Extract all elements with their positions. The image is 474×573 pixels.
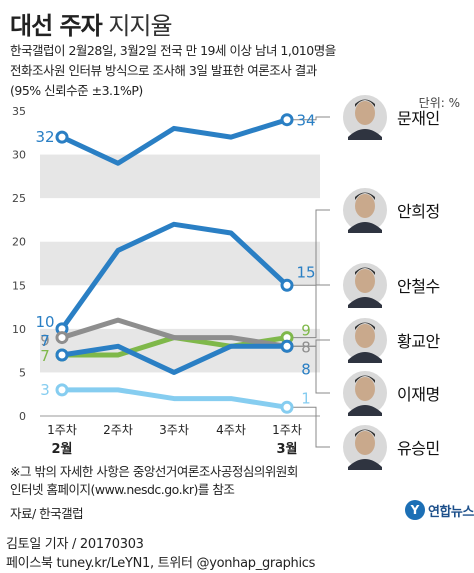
portrait-hair-icon (355, 99, 375, 107)
y-tick-label: 5 (19, 366, 26, 379)
yonhap-logo: Y 연합뉴스 (405, 500, 474, 520)
source-label: 자료/ 한국갤럽 (10, 506, 84, 521)
connector-line (293, 209, 330, 286)
x-tick-label: 2주차 (103, 423, 133, 437)
author-credit: 김토일 기자 / 20170303 (6, 537, 144, 552)
series-line (59, 317, 290, 349)
subtitle-line-1: 한국갤럽이 2월28일, 3월2일 전국 만 19세 이상 남녀 1,010명을 (10, 43, 336, 58)
series-end-value: 34 (296, 112, 315, 130)
page-title: 대선 주자 지지율 (10, 6, 173, 41)
yonhap-logo-icon: Y (405, 500, 425, 520)
portrait-suit-icon (348, 222, 382, 233)
month-label: 2월 (51, 441, 72, 457)
y-tick-label: 30 (12, 149, 26, 162)
y-tick-label: 35 (12, 105, 26, 118)
portrait-face-icon (355, 101, 375, 125)
grid-band (40, 154, 320, 199)
grid-band (40, 241, 320, 286)
portrait-face-icon (355, 194, 375, 218)
portrait-suit-icon (348, 129, 382, 140)
x-tick-label: 3주차 (159, 423, 189, 437)
connector-line (293, 406, 330, 448)
series-end-marker (280, 400, 294, 414)
series-line (59, 221, 290, 332)
portrait-suit-icon (348, 297, 382, 308)
yonhap-logo-text: 연합뉴스 (428, 504, 474, 520)
connector-line (293, 116, 330, 121)
title-main: 대선 주자 (10, 12, 103, 40)
series-line (59, 343, 290, 375)
subtitle-line-3: (95% 신뢰수준 ±3.1%P) (10, 83, 143, 98)
series-start-marker (55, 348, 69, 362)
portrait-suit-icon (348, 459, 382, 470)
series-start-marker (55, 331, 69, 345)
portrait-suit-icon (348, 405, 382, 416)
portrait-suit-icon (348, 352, 382, 363)
series-end-value: 9 (301, 322, 311, 340)
x-tick-label: 1주차 (47, 423, 77, 437)
subtitle-line-2: 전화조사원 인터뷰 방식으로 조사해 3일 발표한 여론조사 결과 (10, 63, 317, 78)
portrait-face-icon (355, 269, 375, 293)
month-label: 3월 (276, 441, 297, 457)
portrait-hair-icon (355, 375, 375, 383)
series-start-value: 32 (35, 128, 54, 146)
y-tick-label: 10 (12, 323, 26, 336)
candidate-name: 황교안 (397, 332, 440, 351)
footnote-line-1: ※그 밖의 자세한 사항은 중앙선거여론조사공정심의위원회 (10, 464, 298, 479)
connector-line (293, 284, 330, 339)
candidate-name: 안희정 (397, 202, 440, 221)
series-end-marker (280, 113, 294, 127)
portrait-face-icon (355, 431, 375, 455)
x-tick-label: 4주차 (216, 423, 246, 437)
candidate-name: 문재인 (397, 109, 440, 128)
portrait-face-icon (355, 324, 375, 348)
y-tick-label: 0 (19, 410, 26, 423)
candidate-name: 이재명 (397, 385, 440, 404)
portrait-hair-icon (355, 267, 375, 275)
series-end-marker (280, 278, 294, 292)
y-tick-label: 15 (12, 279, 26, 292)
unit-label: 단위: % (418, 96, 460, 110)
portrait-hair-icon (355, 192, 375, 200)
series-start-value: 3 (40, 381, 50, 399)
series-start-value: 7 (40, 332, 50, 350)
y-tick-label: 25 (12, 192, 26, 205)
series-line (59, 387, 290, 410)
series-end-marker (280, 339, 294, 353)
portrait-hair-icon (355, 429, 375, 437)
series-start-value: 7 (40, 347, 50, 365)
series-start-marker (55, 383, 69, 397)
portrait-face-icon (355, 377, 375, 401)
series-end-value: 8 (301, 338, 311, 356)
social-credit: 페이스북 tuney.kr/LeYN1, 트위터 @yonhap_graphic… (6, 556, 316, 571)
portrait-hair-icon (355, 322, 375, 330)
series-end-value: 1 (301, 389, 311, 407)
series-start-value: 10 (35, 313, 54, 331)
series-start-marker (55, 130, 69, 144)
candidate-name: 안철수 (397, 277, 440, 296)
y-tick-label: 20 (12, 236, 26, 249)
series-start-value: 9 (40, 332, 50, 350)
footnote-line-2: 인터넷 홈페이지(www.nesdc.go.kr)를 참조 (10, 482, 235, 497)
series-line (59, 117, 290, 166)
title-suffix: 지지율 (101, 12, 172, 40)
x-tick-label: 1주차 (272, 423, 302, 437)
candidate-name: 유승민 (397, 439, 440, 458)
connector-line (293, 345, 330, 394)
poll-line-chart: 0 5 10 15 20 25 30 35 1주차 2주차 3주차 4주차 1주차 2월 3월 32 34 10 1… (12, 93, 441, 471)
series-end-value: 15 (296, 263, 315, 281)
series-end-value: 8 (301, 360, 311, 378)
